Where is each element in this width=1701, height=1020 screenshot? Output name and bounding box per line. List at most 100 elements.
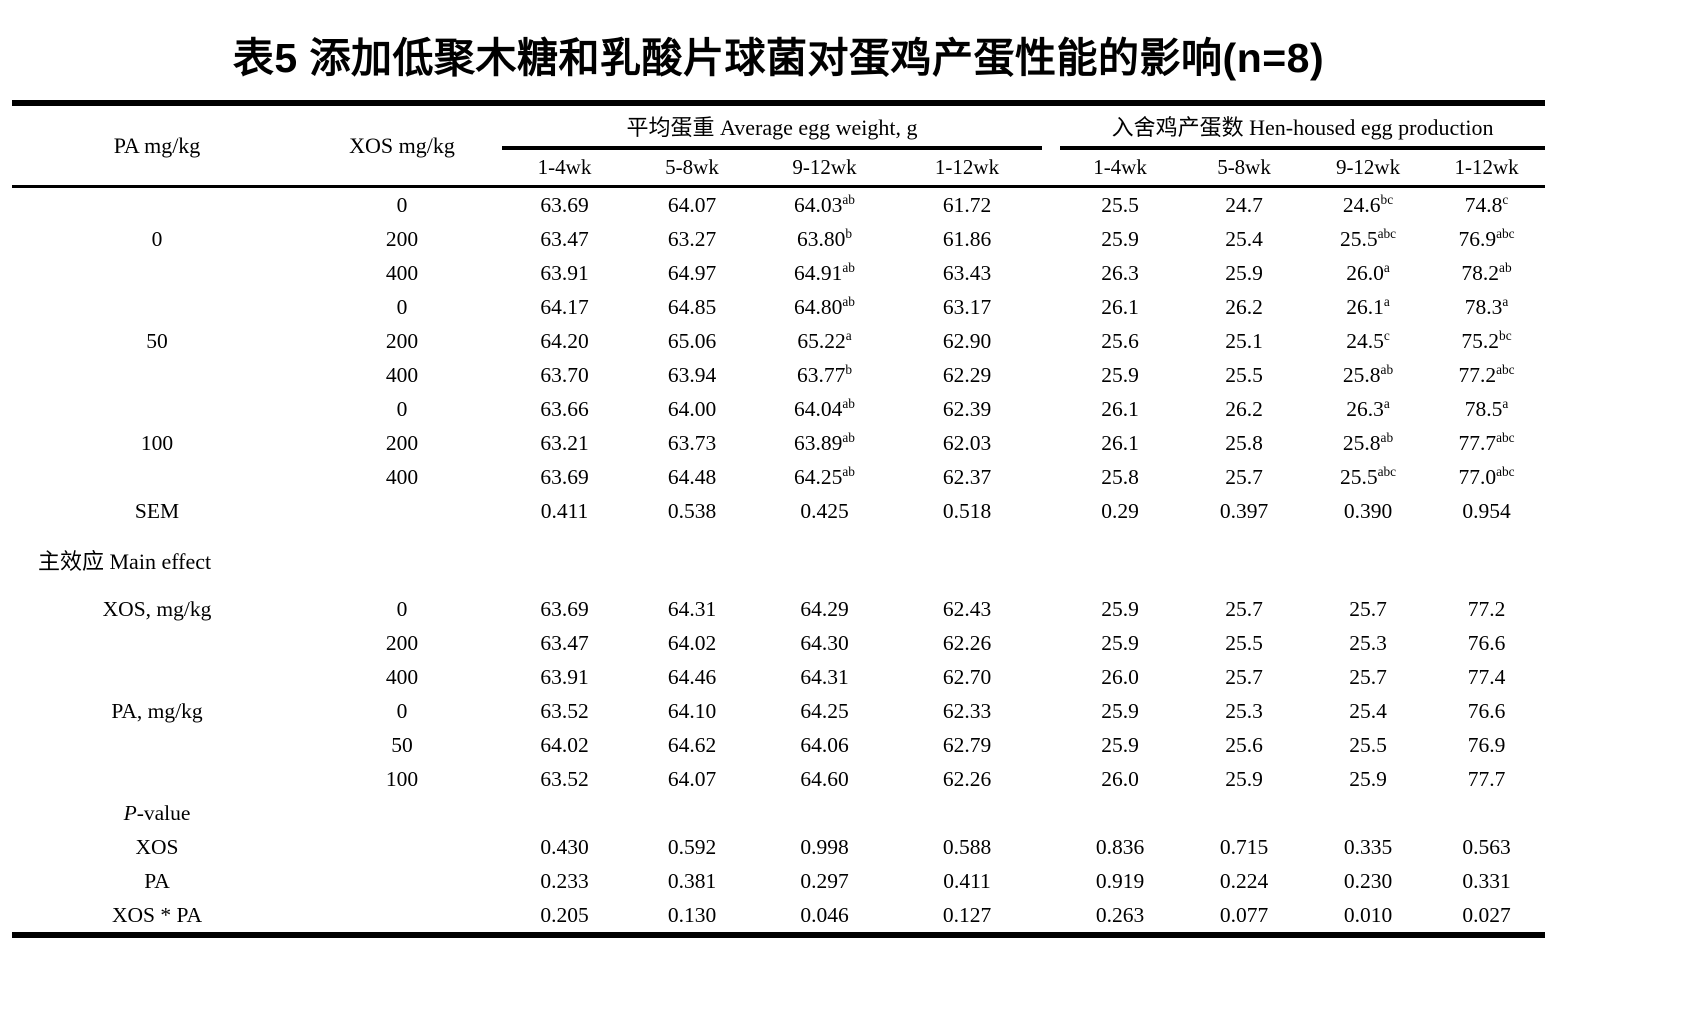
table-body: 0 63.69 64.07 64.03ab 61.72 25.5 24.7 24.6bc 74.… [12, 187, 1545, 936]
value-cell: 64.06 [800, 732, 849, 757]
value-cell: 62.33 [942, 698, 992, 723]
value-cell: 64.31 [667, 596, 717, 621]
header-subcol: 1-4wk [502, 148, 627, 188]
value-cell: 76.9abc [1458, 225, 1515, 251]
value-cell: 64.60 [800, 766, 849, 791]
table-row: 0 63.69 64.07 64.03ab 61.72 25.5 24.7 24.6bc 74.… [12, 187, 1545, 223]
value-cell: 64.62 [667, 732, 717, 757]
table-row: 400 63.91 64.97 64.91ab 63.43 26.3 25.9 26.0a 78… [12, 256, 1545, 290]
row-label-cell [12, 626, 302, 660]
value-cell: 63.17 [942, 294, 992, 319]
header-gap [1042, 103, 1061, 188]
table-row: XOS 0.430 0.592 0.998 0.588 0.836 0.715 0.335 0.… [12, 830, 1545, 864]
value-cell: 26.0 [1101, 664, 1139, 689]
value-cell: 64.80ab [794, 293, 855, 319]
table-row: 0 200 63.47 63.27 63.80b 61.86 25.9 25.4 25.5abc… [12, 222, 1545, 256]
table-row: 100 63.52 64.07 64.60 62.26 26.0 25.9 25.9 77.7 [12, 762, 1545, 796]
section-row: 主效应 Main effect [12, 528, 1545, 592]
value-cell: 63.80b [796, 225, 853, 251]
value-cell: 62.70 [942, 664, 992, 689]
table-row: XOS * PA 0.205 0.130 0.046 0.127 0.263 0.077 0.… [12, 898, 1545, 935]
table-row: 400 63.70 63.94 63.77b 62.29 25.9 25.5 25.8ab 77… [12, 358, 1545, 392]
value-cell: 26.0a [1346, 259, 1390, 285]
value-cell: 25.8 [1225, 430, 1263, 455]
row-label-cell [12, 187, 302, 223]
value-cell: 62.37 [942, 464, 992, 489]
xos-level-cell: 200 [385, 630, 419, 655]
xos-level-cell: 0 [396, 294, 408, 319]
table-row: 100 200 63.21 63.73 63.89ab 62.03 26.1 25.8 25.8… [12, 426, 1545, 460]
value-cell: 64.46 [667, 664, 717, 689]
value-cell: 75.2bc [1461, 327, 1512, 353]
table-title: 表5 添加低聚木糖和乳酸片球菌对蛋鸡产蛋性能的影响(n=8) [232, 35, 1325, 81]
value-cell [1428, 796, 1545, 830]
value-cell: 63.89ab [794, 429, 855, 455]
value-cell: 26.0 [1101, 766, 1139, 791]
value-cell: 62.79 [942, 732, 992, 757]
header-group-row: PA mg/kg XOS mg/kg 平均蛋重 Average egg weig… [12, 103, 1546, 188]
value-cell: 63.52 [540, 698, 589, 723]
value-cell: 25.9 [1101, 226, 1139, 251]
value-cell: 0.29 [1101, 498, 1139, 523]
value-cell: 25.4 [1225, 226, 1263, 251]
row-label-cell: XOS [135, 834, 179, 859]
table-row: PA 0.233 0.381 0.297 0.411 0.919 0.224 0.230 0.3… [12, 864, 1545, 898]
value-cell: 63.52 [540, 766, 589, 791]
value-cell: 25.8 [1101, 464, 1139, 489]
value-cell [1180, 796, 1308, 830]
gap-cell [1042, 358, 1060, 392]
value-cell: 26.3 [1101, 260, 1139, 285]
xos-level-cell [302, 864, 502, 898]
gap-cell [1042, 324, 1060, 358]
value-cell: 25.5 [1101, 192, 1139, 217]
value-cell: 25.1 [1225, 328, 1263, 353]
value-cell: 63.77b [796, 361, 853, 387]
value-cell: 0.411 [540, 498, 589, 523]
value-cell: 25.9 [1101, 630, 1139, 655]
value-cell: 25.9 [1101, 362, 1139, 387]
table-row: 50 64.02 64.62 64.06 62.79 25.9 25.6 25.5 76.9 [12, 728, 1545, 762]
value-cell: 64.30 [800, 630, 849, 655]
value-cell: 62.26 [942, 766, 992, 791]
value-cell: 0.563 [1462, 834, 1511, 859]
value-cell: 76.9 [1467, 732, 1506, 757]
xos-level-cell: 0 [396, 698, 408, 723]
value-cell: 64.20 [540, 328, 589, 353]
value-cell: 0.411 [943, 868, 991, 893]
results-table: PA mg/kg XOS mg/kg 平均蛋重 Average egg weig… [12, 100, 1546, 938]
value-cell: 63.47 [540, 226, 589, 251]
row-label-cell [12, 660, 302, 694]
gap-cell [1042, 460, 1060, 494]
header-subcol: 1-12wk [892, 148, 1043, 188]
table-row: 50 200 64.20 65.06 65.22a 62.90 25.6 25.1 24.5c 7… [12, 324, 1545, 358]
row-label-cell [12, 290, 302, 324]
value-cell: 0.592 [667, 834, 717, 859]
row-label-cell [12, 256, 302, 290]
value-cell: 0.331 [1462, 868, 1511, 893]
value-cell: 63.47 [540, 630, 589, 655]
row-label-cell [12, 392, 302, 426]
value-cell: 0.230 [1343, 868, 1393, 893]
value-cell: 25.8ab [1342, 429, 1394, 455]
value-cell: 0.998 [800, 834, 849, 859]
gap-cell [1042, 796, 1060, 830]
value-cell: 63.69 [540, 596, 589, 621]
value-cell: 62.39 [942, 396, 992, 421]
value-cell: 25.4 [1349, 698, 1387, 723]
header-subcol-row: 1-4wk 5-8wk 9-12wk 1-12wk 1-4wk 5-8wk 9-… [12, 148, 1546, 188]
value-cell: 25.9 [1225, 260, 1263, 285]
xos-level-cell: 400 [385, 362, 419, 387]
value-cell: 77.7 [1467, 766, 1506, 791]
gap-cell [1042, 626, 1060, 660]
value-cell: 64.48 [667, 464, 717, 489]
value-cell: 25.9 [1101, 596, 1139, 621]
row-label-cell: 100 [140, 430, 174, 455]
value-cell: 62.26 [942, 630, 992, 655]
value-cell: 0.425 [800, 498, 849, 523]
value-cell: 78.2ab [1461, 259, 1512, 285]
value-cell: 25.3 [1349, 630, 1387, 655]
value-cell: 77.2abc [1458, 361, 1515, 387]
value-cell: 65.22a [797, 327, 852, 353]
value-cell: 0.954 [1462, 498, 1511, 523]
value-cell: 0.077 [1219, 902, 1269, 927]
